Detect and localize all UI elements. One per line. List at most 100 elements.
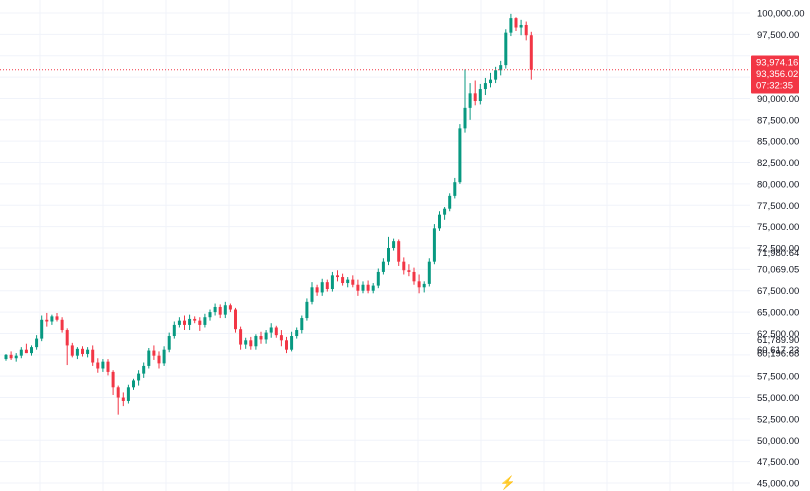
candle bbox=[499, 60, 503, 76]
candles bbox=[4, 13, 533, 415]
candle bbox=[509, 13, 513, 37]
candle bbox=[142, 362, 146, 378]
y-axis-tick-label: 60,196.68 bbox=[757, 349, 799, 360]
candle bbox=[19, 347, 23, 359]
candle bbox=[198, 317, 202, 331]
candle bbox=[259, 331, 263, 344]
y-axis-tick-label: 70,069.05 bbox=[757, 264, 799, 275]
candle bbox=[106, 359, 110, 376]
candle bbox=[524, 21, 528, 41]
candle bbox=[529, 31, 533, 80]
candle bbox=[448, 193, 452, 212]
candle bbox=[91, 345, 95, 366]
candle bbox=[35, 335, 39, 350]
candle bbox=[65, 328, 69, 366]
y-axis-tick-label: 45,000.00 bbox=[757, 479, 799, 490]
candle bbox=[75, 347, 79, 360]
y-axis-tick-label: 100,000.00 bbox=[757, 9, 805, 20]
candle bbox=[295, 327, 299, 339]
candle bbox=[9, 351, 13, 360]
candle bbox=[70, 342, 74, 358]
candle bbox=[290, 331, 294, 352]
candle bbox=[244, 337, 248, 349]
y-axis-tick-label: 61,789.90 bbox=[757, 335, 799, 346]
candle bbox=[228, 303, 232, 313]
candle bbox=[305, 298, 309, 321]
candle bbox=[478, 83, 482, 105]
candle bbox=[177, 317, 181, 328]
y-axis-tick-label: 97,500.00 bbox=[757, 30, 799, 41]
candle bbox=[371, 283, 375, 294]
candle bbox=[4, 353, 8, 361]
candle bbox=[514, 17, 518, 31]
candle bbox=[361, 281, 365, 294]
price-tag-countdown: 07:32:35 bbox=[756, 80, 793, 91]
candle bbox=[208, 309, 212, 321]
y-axis-tick-label: 75,000.00 bbox=[757, 222, 799, 233]
candle bbox=[14, 353, 18, 362]
candle bbox=[392, 238, 396, 251]
candle bbox=[249, 336, 253, 350]
candle bbox=[60, 317, 64, 333]
candle bbox=[320, 278, 324, 296]
candle bbox=[152, 345, 156, 360]
candle bbox=[137, 370, 141, 386]
candle bbox=[24, 343, 28, 354]
candle bbox=[336, 270, 339, 282]
candle bbox=[407, 264, 411, 277]
y-axis-tick-label: 77,500.00 bbox=[757, 201, 799, 212]
candle bbox=[147, 347, 151, 369]
candle bbox=[402, 257, 406, 275]
candle bbox=[101, 359, 105, 372]
candle bbox=[366, 280, 370, 294]
candle bbox=[223, 301, 227, 319]
candle bbox=[126, 384, 130, 404]
candle bbox=[325, 279, 329, 292]
y-axis-tick-label: 82,500.00 bbox=[757, 158, 799, 169]
candle bbox=[203, 313, 207, 328]
candle bbox=[351, 275, 355, 288]
candle bbox=[315, 284, 319, 296]
candle bbox=[494, 66, 498, 84]
y-axis-tick-label: 80,000.00 bbox=[757, 179, 799, 190]
candle bbox=[519, 19, 523, 36]
candle bbox=[285, 336, 288, 354]
y-axis-tick-label: 85,000.00 bbox=[757, 137, 799, 148]
candle bbox=[438, 211, 441, 231]
candle bbox=[96, 358, 100, 373]
candle bbox=[81, 346, 84, 357]
candle bbox=[443, 206, 447, 220]
candle bbox=[422, 281, 426, 293]
candle bbox=[193, 316, 197, 324]
candle bbox=[55, 312, 59, 322]
candle bbox=[30, 345, 33, 356]
candle bbox=[50, 314, 54, 325]
candle bbox=[432, 224, 436, 265]
candle bbox=[234, 307, 237, 333]
candle bbox=[86, 347, 90, 358]
candle bbox=[458, 124, 462, 184]
candle bbox=[387, 236, 390, 266]
y-axis-tick-label: 57,500.00 bbox=[757, 372, 799, 383]
y-axis-labels: 100,000.00 97,500.00 90,000.00 87,500.00 85,… bbox=[757, 9, 805, 490]
candle bbox=[412, 267, 416, 285]
price-tag-value: 93,356.02 bbox=[756, 69, 798, 80]
candle bbox=[330, 271, 334, 292]
chart-grid bbox=[0, 0, 750, 491]
y-axis-tick-label: 50,000.00 bbox=[757, 436, 799, 447]
y-axis-tick-label: 62,500.00 bbox=[757, 329, 799, 340]
candle bbox=[489, 72, 492, 88]
y-axis-tick-label: 52,500.00 bbox=[757, 414, 799, 425]
candle bbox=[172, 321, 176, 339]
candle bbox=[45, 312, 49, 327]
candle bbox=[453, 177, 457, 199]
candle bbox=[279, 330, 283, 347]
price-tag-background bbox=[751, 55, 799, 94]
candle bbox=[483, 77, 487, 96]
candle bbox=[183, 315, 186, 331]
candle bbox=[132, 378, 135, 390]
candle bbox=[468, 83, 472, 120]
y-axis-tick-label: 60,617.23 bbox=[757, 345, 799, 356]
